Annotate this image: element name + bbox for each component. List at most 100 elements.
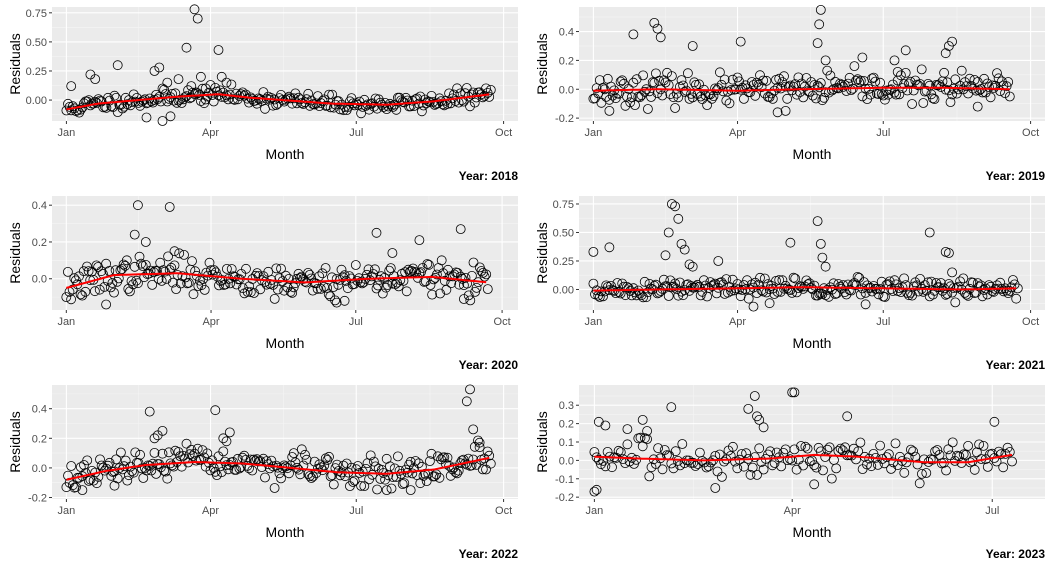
data-point (367, 469, 378, 480)
data-point (431, 269, 442, 280)
data-point (735, 36, 746, 47)
data-point (90, 286, 100, 297)
x-tick-label: Oct (495, 127, 512, 139)
data-point (167, 277, 178, 288)
y-tick-label: -0.2 (555, 492, 574, 504)
data-point (617, 278, 628, 289)
data-point (221, 264, 232, 274)
data-point (866, 461, 877, 472)
data-point (187, 256, 197, 266)
data-point (849, 61, 860, 71)
data-point (216, 92, 227, 102)
data-point (136, 258, 147, 269)
data-point (112, 473, 123, 484)
y-axis-title: Residuals (7, 222, 23, 283)
data-point (690, 281, 701, 292)
data-point (743, 403, 754, 414)
y-tick-label: 0.0 (32, 463, 47, 475)
data-point (104, 95, 115, 106)
data-point (947, 267, 958, 278)
data-point (439, 452, 450, 463)
data-point (162, 473, 173, 484)
data-point (972, 101, 983, 112)
data-point (167, 460, 178, 471)
x-axis-title: Month (793, 524, 832, 540)
data-point (924, 227, 935, 238)
data-point (195, 71, 206, 82)
data-point (738, 94, 749, 104)
data-point (670, 201, 681, 212)
data-point (963, 441, 974, 451)
y-tick-label: 0.1 (559, 437, 574, 449)
y-tick-label: 0.2 (559, 55, 574, 67)
data-point (780, 81, 791, 92)
data-point (598, 82, 608, 93)
data-point (450, 467, 461, 478)
data-point (628, 283, 639, 294)
data-point (960, 450, 971, 460)
data-point (702, 100, 713, 110)
data-point (184, 449, 195, 460)
data-point (746, 77, 757, 87)
data-point (842, 411, 853, 422)
data-point (654, 287, 665, 298)
data-point (647, 77, 658, 88)
data-point (663, 227, 674, 238)
data-point (935, 278, 946, 288)
data-point (873, 89, 884, 99)
data-point (749, 452, 760, 462)
data-point (687, 41, 698, 51)
chart-panel-2021: 0.00 0.25 0.50 0.75 Jan Apr Jul Oct Month Residua… (527, 189, 1053, 378)
data-point (276, 473, 286, 484)
data-point (788, 272, 799, 283)
data-point (338, 272, 349, 282)
data-point (622, 439, 633, 450)
data-point (109, 287, 119, 298)
x-tick-label: Jul (349, 127, 363, 139)
data-point (796, 441, 806, 451)
data-point (690, 461, 701, 471)
data-point (431, 99, 442, 109)
data-point (761, 75, 772, 86)
data-point (657, 90, 668, 101)
data-point (913, 286, 924, 297)
data-point (61, 292, 72, 302)
data-point (228, 94, 238, 105)
data-point (206, 265, 216, 276)
data-point (397, 479, 408, 489)
data-point (652, 23, 663, 34)
data-point (166, 262, 177, 273)
data-point (985, 281, 996, 292)
data-point (649, 17, 660, 28)
data-point (387, 248, 398, 258)
data-point (452, 268, 463, 278)
data-point (1004, 447, 1015, 457)
x-axis-title: Month (266, 335, 305, 351)
data-point (905, 444, 916, 455)
data-point (758, 422, 769, 433)
data-point (844, 72, 855, 83)
data-point (242, 287, 253, 297)
data-point (765, 446, 776, 457)
data-point (995, 86, 1006, 96)
data-point (231, 88, 242, 99)
data-point (812, 38, 823, 48)
x-tick-label: Jan (586, 505, 604, 517)
data-point (149, 448, 160, 458)
data-point (237, 452, 248, 463)
data-point (119, 461, 129, 472)
data-point (69, 273, 80, 284)
data-point (756, 82, 767, 93)
data-point (460, 273, 471, 283)
data-point (987, 80, 998, 91)
data-point (269, 294, 280, 304)
data-point (407, 468, 418, 479)
data-point (1003, 77, 1014, 87)
data-point (745, 87, 756, 98)
data-point (1001, 81, 1012, 92)
data-point (338, 105, 349, 116)
data-point (336, 264, 347, 275)
data-point (689, 77, 700, 88)
data-point (695, 91, 706, 102)
data-point (223, 464, 234, 475)
